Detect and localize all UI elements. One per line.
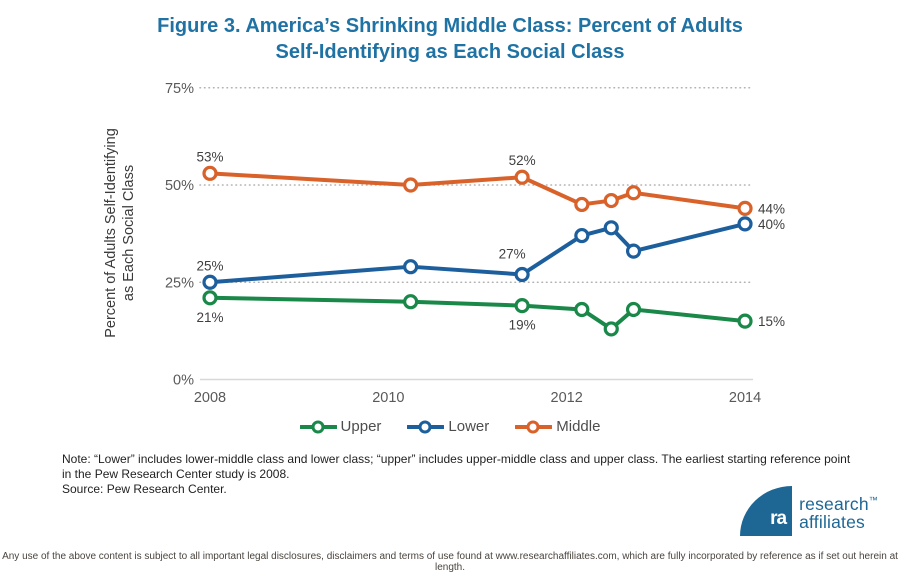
legend-item-lower: Lower: [407, 418, 489, 435]
legal-disclaimer: Any use of the above content is subject …: [2, 551, 898, 573]
y-tick-label-25: 25%: [165, 275, 194, 291]
point-label-lower-40: 40%: [758, 217, 785, 232]
legend-item-upper: Upper: [299, 418, 382, 435]
line-chart: 0% 25% 50% 75% 2008 2010 2012 2014 53% 25% 21% 52% 2…: [165, 81, 785, 406]
legend-marker-icon: [299, 420, 337, 433]
point-label-middle-53: 53%: [196, 149, 223, 164]
data-point-lower-5: [625, 243, 642, 259]
data-point-lower-4: [603, 220, 619, 236]
data-point-upper-4: [603, 321, 619, 337]
data-point-upper-5: [625, 301, 642, 318]
data-point-upper-0: [202, 290, 218, 306]
series-line-lower: [208, 221, 748, 285]
research-affiliates-logo: ra research™ affiliates: [740, 486, 878, 536]
chart-legend: Upper Lower Middle: [0, 418, 900, 435]
logo-wordmark: research™ affiliates: [799, 491, 878, 531]
data-point-middle-5: [625, 185, 642, 201]
legend-item-middle: Middle: [515, 418, 600, 435]
trademark-symbol: ™: [868, 495, 878, 506]
data-point-middle-3: [574, 196, 590, 213]
y-tick-label-0: 0%: [173, 373, 194, 389]
x-tick-label-2010: 2010: [372, 390, 404, 406]
data-point-upper-6: [737, 313, 753, 329]
note-block: Note: “Lower” includes lower-middle clas…: [62, 452, 862, 497]
data-point-middle-1: [403, 177, 419, 193]
legend-marker-icon: [407, 420, 445, 433]
figure-title: Figure 3. America’s Shrinking Middle Cla…: [0, 13, 900, 65]
series-line-upper: [208, 295, 748, 331]
point-label-upper-15: 15%: [758, 314, 785, 329]
data-point-lower-3: [574, 227, 590, 244]
x-tick-label-2014: 2014: [729, 390, 761, 406]
legend-marker-icon: [515, 420, 553, 433]
data-point-upper-3: [574, 301, 590, 318]
point-label-lower-25: 25%: [196, 258, 223, 273]
x-tick-label-2008: 2008: [194, 390, 226, 406]
data-point-middle-4: [603, 192, 619, 209]
logo-word-research: research™: [799, 493, 878, 514]
x-tick-label-2012: 2012: [551, 390, 583, 406]
logo-word-affiliates: affiliates: [799, 511, 865, 532]
figure-title-line1: Figure 3. America’s Shrinking Middle Cla…: [157, 15, 743, 37]
source-text: Source: Pew Research Center.: [62, 482, 227, 496]
data-point-lower-2: [514, 266, 530, 283]
data-point-lower-6: [737, 216, 753, 232]
data-point-upper-1: [403, 294, 419, 310]
figure-title-line2: Self-Identifying as Each Social Class: [275, 41, 625, 63]
point-label-middle-44: 44%: [758, 201, 785, 216]
point-label-upper-21: 21%: [196, 310, 223, 325]
data-point-upper-2: [514, 297, 530, 314]
ra-logo-icon: ra: [740, 486, 793, 536]
note-text: Note: “Lower” includes lower-middle clas…: [62, 452, 851, 481]
data-point-middle-6: [737, 200, 753, 216]
y-tick-label-75: 75%: [165, 81, 194, 97]
data-point-middle-2: [514, 169, 530, 185]
point-label-lower-27: 27%: [499, 246, 526, 261]
legend-label: Lower: [448, 418, 490, 435]
legend-label: Upper: [340, 418, 382, 435]
data-point-lower-0: [202, 274, 218, 290]
legend-label: Middle: [556, 418, 601, 435]
data-point-middle-0: [202, 165, 218, 181]
data-point-lower-1: [403, 259, 419, 275]
point-label-middle-52: 52%: [509, 153, 536, 168]
series-line-middle: [208, 171, 748, 211]
y-tick-label-50: 50%: [165, 178, 194, 194]
point-label-upper-19: 19%: [509, 318, 536, 333]
